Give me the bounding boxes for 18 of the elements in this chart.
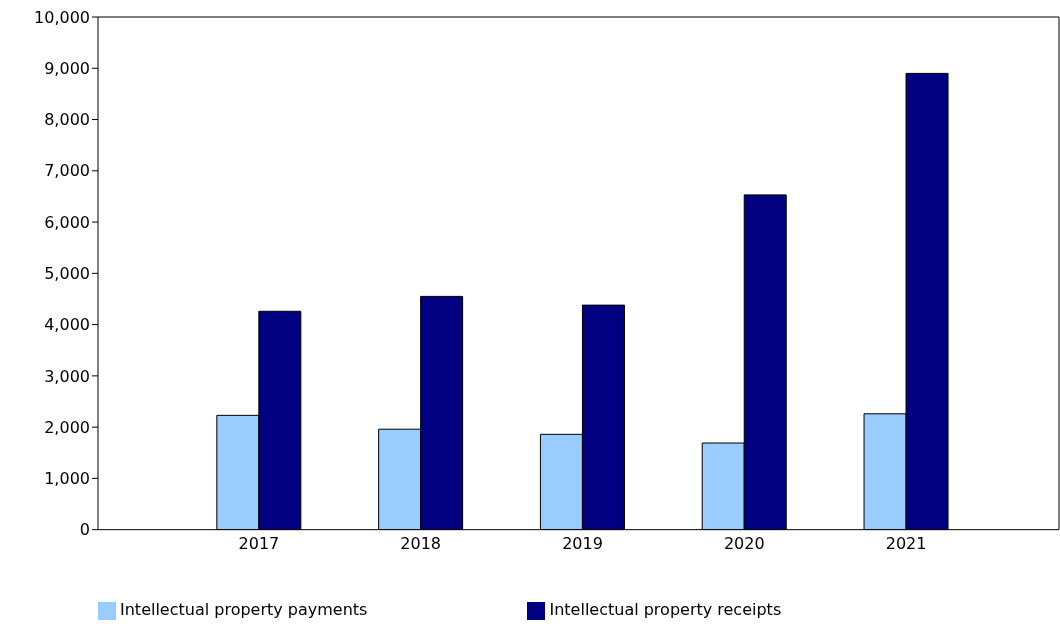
- x-tick-label: 2019: [562, 534, 603, 554]
- y-tick-label: 10,000: [34, 7, 90, 27]
- x-tick-label: 2018: [400, 534, 442, 554]
- y-tick-label: 9,000: [44, 58, 90, 78]
- y-tick-label: 8,000: [44, 110, 90, 130]
- x-tick-label: 2020: [723, 534, 765, 554]
- legend-label: Intellectual property receipts: [549, 599, 782, 619]
- x-tick-label: 2021: [885, 534, 927, 554]
- y-tick-label: 4,000: [44, 315, 90, 335]
- x-tick-label: 2017: [238, 534, 280, 554]
- y-tick-label: 3,000: [44, 366, 90, 386]
- y-tick-label: 0: [79, 520, 90, 540]
- y-tick-label: 6,000: [44, 212, 90, 232]
- y-tick-label: 1,000: [44, 469, 90, 489]
- y-tick-label: 5,000: [44, 264, 90, 284]
- y-tick-label: 2,000: [44, 417, 90, 437]
- legend-label: Intellectual property payments: [120, 599, 368, 619]
- y-tick-label: 7,000: [44, 161, 90, 181]
